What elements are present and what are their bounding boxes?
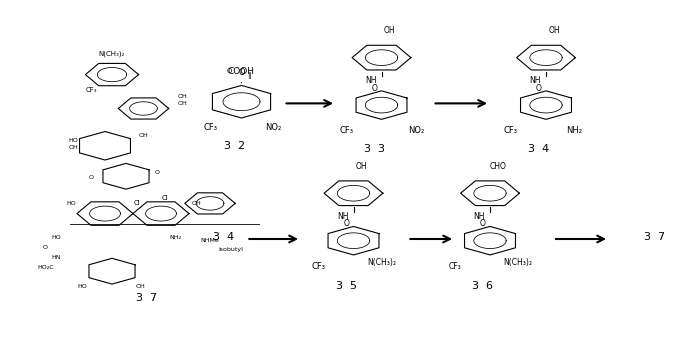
Text: O: O: [43, 245, 48, 250]
Text: CF₃: CF₃: [312, 262, 326, 271]
Text: OH: OH: [384, 26, 395, 35]
Text: O: O: [480, 219, 486, 228]
Text: 3  4: 3 4: [214, 232, 235, 242]
Text: CF₃: CF₃: [85, 87, 97, 93]
Text: OH: OH: [177, 101, 187, 106]
Text: CF₃: CF₃: [340, 126, 354, 135]
Text: Cl: Cl: [133, 200, 140, 206]
Text: NH: NH: [365, 76, 377, 85]
Text: O: O: [372, 84, 377, 93]
Text: O: O: [226, 67, 232, 74]
Text: 3  3: 3 3: [364, 144, 385, 154]
Text: COOH: COOH: [228, 67, 255, 76]
Text: O: O: [344, 219, 349, 228]
Text: O: O: [238, 68, 245, 77]
Text: HO: HO: [78, 284, 88, 289]
Text: Cl: Cl: [161, 195, 168, 201]
Text: CF₃: CF₃: [504, 126, 518, 135]
Text: OH: OH: [356, 162, 368, 171]
Text: 3  5: 3 5: [336, 281, 357, 292]
Text: 3  6: 3 6: [473, 281, 494, 292]
Text: 3  2: 3 2: [224, 141, 245, 151]
Text: NH₂: NH₂: [169, 235, 181, 240]
Text: OH: OH: [191, 201, 201, 206]
Text: HO₂C: HO₂C: [37, 265, 54, 270]
Text: NH: NH: [337, 212, 349, 221]
Text: ||: ||: [248, 72, 252, 79]
Text: HN: HN: [51, 255, 61, 260]
Text: CHO: CHO: [490, 162, 507, 171]
Text: OH: OH: [139, 133, 148, 138]
Text: CF₃: CF₃: [449, 262, 461, 271]
Text: N(CH₃)₂: N(CH₃)₂: [367, 258, 396, 267]
Text: O: O: [155, 171, 160, 175]
Text: NH₂: NH₂: [566, 126, 582, 135]
Text: N(CH₃)₂: N(CH₃)₂: [99, 51, 125, 58]
Text: NHMe: NHMe: [201, 238, 219, 243]
Text: 3  7: 3 7: [136, 293, 158, 303]
Text: O: O: [536, 84, 542, 93]
Text: HO: HO: [66, 201, 76, 206]
Text: 3  7: 3 7: [644, 232, 665, 242]
Text: N(CH₃)₂: N(CH₃)₂: [503, 258, 533, 267]
Text: HO: HO: [69, 138, 78, 143]
Text: NH: NH: [530, 76, 541, 85]
Text: NO₂: NO₂: [408, 126, 425, 135]
Text: HO: HO: [51, 235, 61, 240]
Text: OH: OH: [177, 94, 187, 99]
Text: OH: OH: [135, 284, 145, 289]
Text: isobutyl: isobutyl: [218, 247, 244, 252]
Text: 3  4: 3 4: [528, 144, 550, 154]
Text: CF₃: CF₃: [203, 123, 217, 132]
Text: O: O: [88, 176, 94, 180]
Text: NO₂: NO₂: [265, 123, 281, 132]
Text: OH: OH: [69, 145, 78, 150]
Text: NH: NH: [474, 212, 485, 221]
Text: OH: OH: [549, 26, 560, 35]
